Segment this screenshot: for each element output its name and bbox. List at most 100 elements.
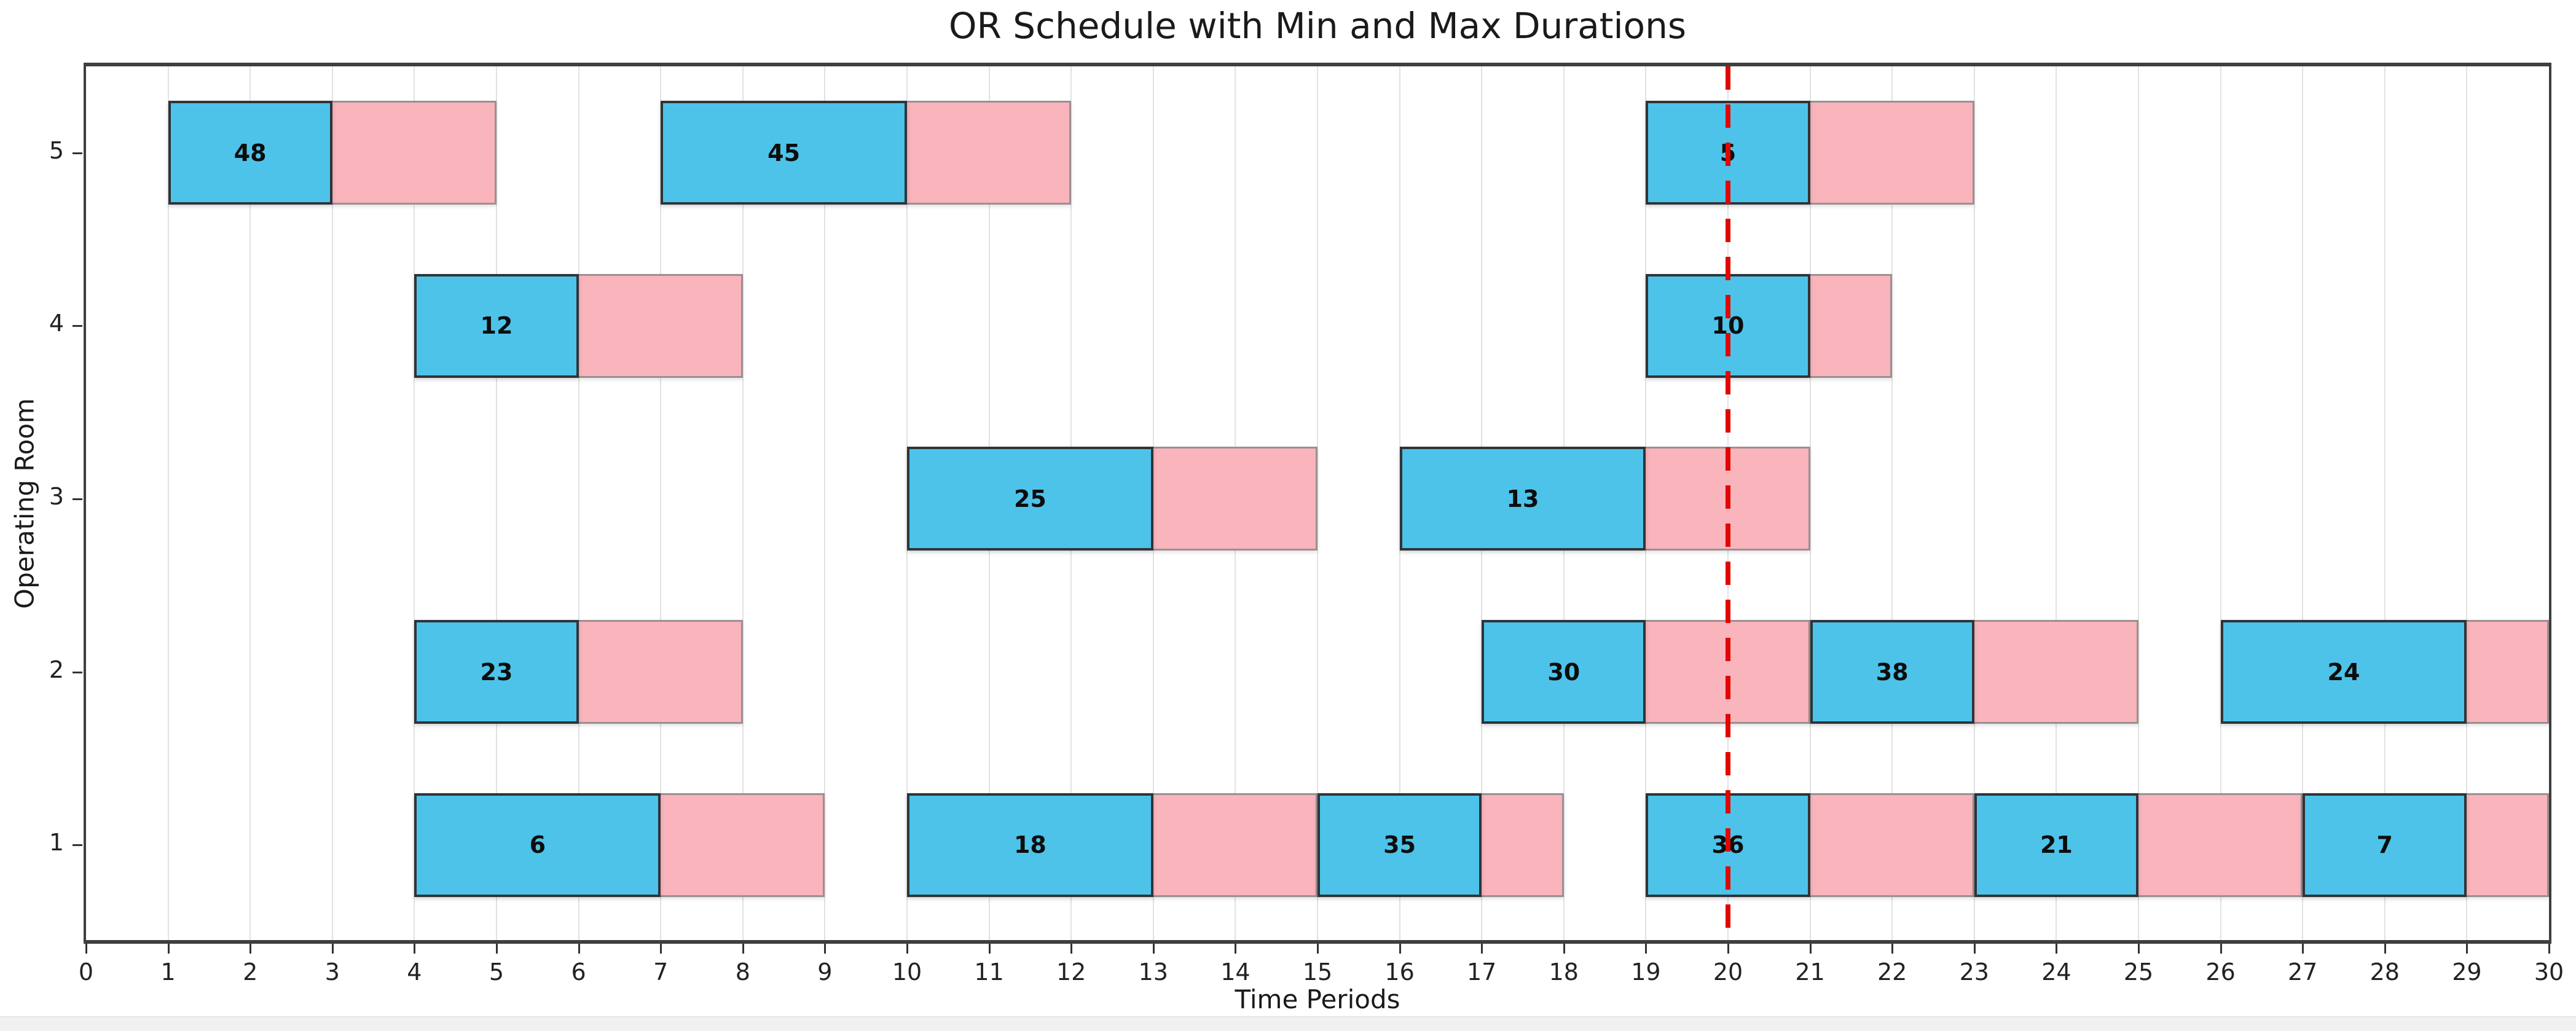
x-tick-mark-11 [988, 944, 991, 954]
surgery-18-max-duration [1153, 793, 1317, 897]
y-tick-mark-4 [73, 325, 82, 327]
x-tick-label-7: 7 [653, 958, 669, 986]
gridline-x-29 [2466, 66, 2468, 940]
gridline-x-6 [578, 66, 579, 940]
surgery-24-max-duration [2467, 620, 2549, 724]
x-tick-label-25: 25 [2123, 958, 2154, 986]
x-tick-mark-8 [742, 944, 744, 954]
x-tick-label-14: 14 [1220, 958, 1251, 986]
x-tick-label-16: 16 [1384, 958, 1415, 986]
x-tick-mark-21 [1809, 944, 1812, 954]
x-tick-mark-17 [1481, 944, 1483, 954]
y-tick-label-2: 2 [49, 656, 64, 683]
x-tick-mark-28 [2384, 944, 2386, 954]
x-tick-label-29: 29 [2452, 958, 2482, 986]
y-tick-label-1: 1 [49, 829, 64, 857]
x-tick-mark-16 [1399, 944, 1401, 954]
bottom-edge-strip [0, 1016, 2576, 1031]
gridline-x-1 [167, 66, 169, 940]
x-tick-label-19: 19 [1631, 958, 1661, 986]
surgery-24-min-duration: 24 [2220, 620, 2467, 724]
surgery-label-45: 45 [768, 139, 801, 167]
gridline-x-25 [2138, 66, 2139, 940]
surgery-12-min-duration: 12 [414, 273, 579, 378]
x-tick-label-6: 6 [571, 958, 586, 986]
surgery-48-min-duration: 48 [168, 101, 332, 205]
x-tick-label-1: 1 [160, 958, 176, 986]
surgery-36-max-duration [1810, 793, 1974, 897]
x-tick-label-12: 12 [1056, 958, 1086, 986]
surgery-35-max-duration [1482, 793, 1564, 897]
x-tick-mark-13 [1152, 944, 1155, 954]
gridline-x-9 [824, 66, 826, 940]
current-time-dashed-line [1726, 66, 1730, 940]
x-tick-mark-23 [1973, 944, 1976, 954]
gridline-x-5 [496, 66, 497, 940]
x-tick-label-28: 28 [2370, 958, 2400, 986]
y-tick-label-5: 5 [49, 136, 64, 164]
surgery-5-max-duration [1810, 101, 1974, 205]
x-tick-label-11: 11 [974, 958, 1004, 986]
x-tick-mark-0 [85, 944, 87, 954]
x-tick-label-26: 26 [2205, 958, 2236, 986]
gridline-x-22 [1891, 66, 1893, 940]
surgery-21-max-duration [2138, 793, 2303, 897]
gridline-x-27 [2302, 66, 2304, 940]
x-tick-mark-3 [331, 944, 334, 954]
x-tick-label-22: 22 [1877, 958, 1907, 986]
x-tick-mark-22 [1891, 944, 1894, 954]
gridline-x-23 [1973, 66, 1975, 940]
surgery-25-max-duration [1153, 447, 1317, 551]
x-tick-mark-30 [2548, 944, 2550, 954]
gridline-x-15 [1317, 66, 1318, 940]
x-tick-label-3: 3 [324, 958, 340, 986]
y-tick-mark-2 [73, 671, 82, 673]
surgery-30-min-duration: 30 [1482, 620, 1646, 724]
surgery-45-min-duration: 45 [661, 101, 907, 205]
surgery-13-min-duration: 13 [1399, 447, 1646, 551]
surgery-18-min-duration: 18 [907, 793, 1153, 897]
x-tick-mark-7 [660, 944, 662, 954]
x-tick-label-15: 15 [1302, 958, 1333, 986]
surgery-7-min-duration: 7 [2303, 793, 2467, 897]
surgery-25-min-duration: 25 [907, 447, 1153, 551]
x-tick-label-0: 0 [78, 958, 94, 986]
y-tick-mark-5 [73, 152, 82, 154]
x-tick-label-18: 18 [1549, 958, 1579, 986]
surgery-label-24: 24 [2327, 658, 2360, 686]
gridline-x-24 [2056, 66, 2057, 940]
surgery-10-max-duration [1810, 273, 1893, 378]
x-tick-label-23: 23 [1959, 958, 1989, 986]
x-tick-mark-2 [249, 944, 252, 954]
x-tick-label-20: 20 [1713, 958, 1743, 986]
gridline-x-21 [1809, 66, 1811, 940]
surgery-label-21: 21 [2040, 831, 2073, 859]
x-tick-label-21: 21 [1795, 958, 1825, 986]
surgery-label-6: 6 [529, 831, 546, 859]
surgery-label-18: 18 [1013, 831, 1046, 859]
gridline-x-8 [742, 66, 744, 940]
gridline-x-4 [414, 66, 415, 940]
x-tick-mark-4 [414, 944, 416, 954]
surgery-45-max-duration [907, 101, 1072, 205]
surgery-6-max-duration [661, 793, 825, 897]
surgery-label-25: 25 [1013, 485, 1046, 512]
surgery-35-min-duration: 35 [1317, 793, 1482, 897]
x-tick-label-2: 2 [243, 958, 258, 986]
x-tick-mark-6 [578, 944, 580, 954]
x-tick-mark-15 [1317, 944, 1319, 954]
surgery-23-max-duration [578, 620, 743, 724]
y-tick-label-4: 4 [49, 310, 64, 337]
x-tick-mark-20 [1727, 944, 1729, 954]
x-tick-mark-24 [2056, 944, 2058, 954]
surgery-label-48: 48 [234, 139, 267, 167]
surgery-label-13: 13 [1506, 485, 1539, 512]
surgery-21-min-duration: 21 [1974, 793, 2138, 897]
gridline-x-26 [2220, 66, 2221, 940]
x-tick-label-13: 13 [1138, 958, 1168, 986]
surgery-6-min-duration: 6 [414, 793, 661, 897]
gridline-x-2 [249, 66, 251, 940]
x-tick-mark-5 [496, 944, 498, 954]
x-tick-label-8: 8 [735, 958, 750, 986]
